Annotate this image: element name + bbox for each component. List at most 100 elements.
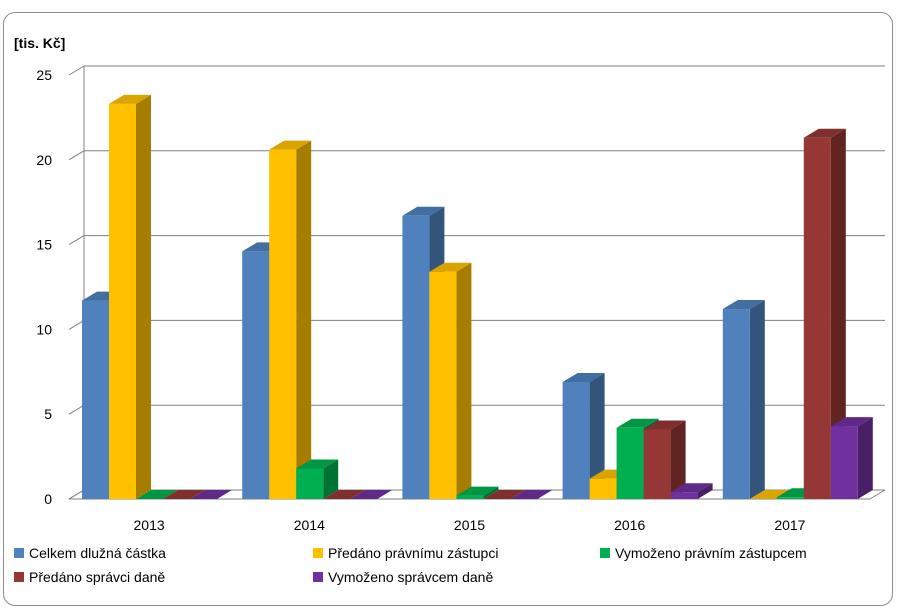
bar-front <box>643 429 671 499</box>
x-tick-label: 2015 <box>454 517 485 533</box>
legend: Celkem dlužná částka Předáno právnímu zás… <box>14 545 807 585</box>
legend-swatch <box>313 572 323 582</box>
floor-right-edge <box>869 489 886 500</box>
legend-label: Vymoženo právním zástupcem <box>615 545 807 561</box>
bar-top <box>350 490 393 499</box>
x-axis-ticks: 2013 2014 2015 2016 2017 <box>134 517 806 533</box>
bar <box>749 490 792 499</box>
bar <box>269 140 312 499</box>
bar-front <box>830 426 858 499</box>
legend-swatch <box>14 548 24 558</box>
bar-side <box>483 486 499 499</box>
bar-top <box>562 372 605 382</box>
bar-top <box>163 490 205 499</box>
bar <box>136 490 178 499</box>
y-tick-label: 15 <box>36 237 52 253</box>
bar-front <box>562 381 590 499</box>
bar <box>109 94 151 499</box>
bar-front <box>722 309 750 499</box>
bar <box>643 420 686 499</box>
bar <box>483 490 526 499</box>
bar-front <box>456 495 484 499</box>
bar-top <box>510 490 553 499</box>
bar-front <box>109 103 136 499</box>
bar-side <box>296 140 312 499</box>
bar-top <box>749 490 792 499</box>
bar-front <box>269 149 297 499</box>
bar-side <box>323 459 339 499</box>
legend-item: Vymoženo právním zástupcem <box>600 545 807 561</box>
bar <box>456 486 499 499</box>
gridline-wall <box>68 404 85 415</box>
x-tick-label: 2016 <box>614 517 645 533</box>
bar-side <box>697 483 713 499</box>
legend-label: Předáno právnímu zástupci <box>328 545 498 561</box>
legend-item: Předáno právnímu zástupci <box>313 545 498 561</box>
bar <box>510 490 553 499</box>
bar-front <box>776 497 804 499</box>
bar-side <box>670 420 686 499</box>
legend-label: Vymoženo správcem daně <box>328 569 493 585</box>
bar-front <box>670 492 698 499</box>
bar <box>296 459 339 499</box>
gridline-wall <box>68 65 85 76</box>
legend-swatch <box>14 572 24 582</box>
bar <box>803 128 846 499</box>
gridline-wall <box>68 150 85 161</box>
bar-front <box>296 468 324 499</box>
legend-swatch <box>313 548 323 558</box>
y-tick-label: 25 <box>36 67 52 83</box>
bar-top <box>803 128 846 138</box>
bar-top <box>483 490 526 499</box>
gridline-wall <box>68 319 85 330</box>
x-tick-label: 2013 <box>134 517 165 533</box>
bar-top <box>296 459 339 469</box>
bar-top <box>269 140 312 150</box>
bar-top <box>429 262 472 272</box>
legend-label: Předáno správci daně <box>29 569 165 585</box>
bar-top <box>456 486 499 496</box>
bar-front <box>803 137 831 499</box>
y-axis-unit-label: [tis. Kč] <box>14 35 65 51</box>
bar-front <box>589 478 617 499</box>
bars <box>82 94 873 499</box>
bar <box>190 490 232 499</box>
bar-front <box>616 427 644 499</box>
legend-swatch <box>600 548 610 558</box>
gridline-wall <box>68 235 85 246</box>
bar-top <box>323 490 366 499</box>
bar <box>323 490 366 499</box>
y-axis-ticks: 0 5 10 15 20 25 <box>36 67 52 507</box>
bar-front <box>429 271 457 499</box>
y-tick-label: 0 <box>44 491 52 507</box>
bar-top <box>136 490 178 499</box>
bar-top <box>616 418 659 428</box>
bar-top <box>722 300 765 310</box>
bar-side <box>456 262 472 499</box>
bar-top <box>670 483 713 493</box>
bar-side <box>830 128 846 499</box>
bar-top <box>830 417 873 427</box>
bar-side <box>857 417 873 499</box>
bar-top <box>402 206 445 216</box>
bar <box>350 490 393 499</box>
bar-front <box>402 215 430 499</box>
bar-front <box>82 300 109 499</box>
bar-side <box>589 372 605 499</box>
legend-item: Předáno správci daně <box>14 569 165 585</box>
bar <box>429 262 472 499</box>
bar <box>722 300 765 499</box>
y-tick-label: 20 <box>36 152 52 168</box>
bar-side <box>136 94 151 499</box>
x-tick-label: 2014 <box>294 517 325 533</box>
legend-item: Vymoženo správcem daně <box>313 569 493 585</box>
bar-side <box>749 300 765 499</box>
bar <box>163 490 205 499</box>
bar <box>670 483 713 499</box>
bar-top <box>190 490 232 499</box>
bar <box>830 417 873 499</box>
bar-top <box>109 94 151 104</box>
y-tick-label: 10 <box>36 321 52 337</box>
x-tick-label: 2017 <box>774 517 805 533</box>
